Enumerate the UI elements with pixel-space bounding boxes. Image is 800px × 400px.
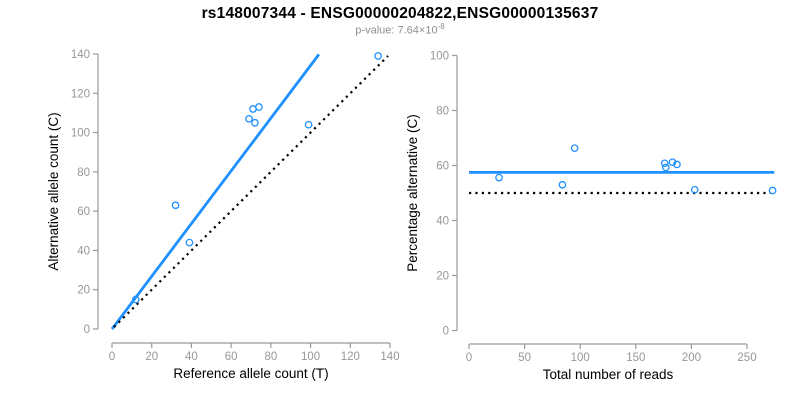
percentage-vs-coverage-scatter-point [668,158,677,167]
allele-counts-scatter-y-tick-label: 100 [71,128,90,140]
allele-counts-scatter-x-tick-label: 0 [109,351,115,363]
allele-counts-scatter-y-axis-title: Alternative allele count (C) [46,112,61,270]
pvalue-exponent: -8 [437,22,445,31]
allele-counts-scatter-x-tick-label: 80 [264,351,277,363]
allele-counts-scatter-x-tick-label: 100 [301,351,320,363]
allele-counts-scatter-x-tick-label: 120 [341,351,360,363]
allele-counts-scatter-point [171,201,180,210]
percentage-vs-coverage-scatter-point [661,163,670,172]
allele-counts-scatter-x-tick-label: 140 [380,351,399,363]
fitted-ratio-line [110,53,321,330]
allele-counts-scatter-y-tick-label: 120 [71,88,90,100]
percentage-vs-coverage-scatter-y-tick-label: 60 [436,161,449,173]
allele-counts-scatter-point [131,295,140,304]
percentage-vs-coverage-scatter-point [690,185,699,194]
allele-counts-scatter-point [245,114,253,123]
allele-counts-scatter-y-tick-label: 140 [71,49,90,61]
allele-counts-scatter-y-tick-label: 60 [77,206,90,218]
allele-counts-scatter-y-tick-label: 20 [77,285,90,297]
allele-counts-scatter-point [255,103,263,111]
allele-counts-scatter-y-tick-label: 40 [77,245,90,257]
allele-counts-scatter-y-tick-label: 0 [84,324,90,336]
allele-counts-scatter-point [251,118,259,127]
percentage-vs-coverage-scatter-x-tick-label: 100 [571,352,590,364]
percentage-vs-coverage-scatter-y-tick-label: 20 [436,271,449,283]
percentage-vs-coverage-scatter-x-tick-label: 200 [682,352,701,364]
allele-counts-scatter-point [304,120,313,129]
pvalue-text: p-value: 7.64×10 [355,24,438,37]
allele-counts-scatter-point [374,52,382,60]
allele-counts-scatter: 0 20 40 60 80 100 120 140 0 20 40 60 80 100 120 140 Refe… [46,49,400,381]
percentage-vs-coverage-scatter-point [558,180,567,189]
percentage-vs-coverage-scatter-x-tick-label: 150 [626,352,645,364]
percentage-vs-coverage-scatter-x-axis-title: Total number of reads [543,367,674,382]
percentage-vs-coverage-scatter-y-tick-label: 100 [430,51,449,63]
percentage-vs-coverage-scatter-point [495,173,503,182]
allele-counts-scatter-x-tick-label: 20 [145,351,158,363]
percentage-vs-coverage-scatter-y-tick-label: 40 [436,216,449,228]
percentage-vs-coverage-scatter-x-tick-label: 250 [737,352,756,364]
percentage-vs-coverage-scatter-y-axis-title: Percentage alternative (C) [405,114,420,272]
identity-line [113,55,389,328]
percentage-vs-coverage-scatter-point [570,144,579,153]
allele-counts-scatter-x-tick-label: 40 [185,351,198,363]
percentage-vs-coverage-scatter-y-tick-label: 80 [436,106,449,118]
percentage-vs-coverage-scatter: 0 20 40 60 80 100 0 50 100 150 200 250 Total number … [405,51,777,382]
percentage-vs-coverage-scatter-x-tick-label: 0 [466,352,472,364]
figure-title: rs148007344 - ENSG00000204822,ENSG000001… [201,5,599,22]
figure-subtitle: p-value: 7.64×10-8 [0,22,800,37]
allele-counts-scatter-x-axis-title: Reference allele count (T) [173,366,328,381]
percentage-vs-coverage-scatter-point [660,159,669,168]
allele-counts-scatter-point [185,238,194,247]
percentage-vs-coverage-scatter-point [768,186,777,195]
allele-counts-scatter-x-tick-label: 60 [225,351,238,363]
percentage-vs-coverage-scatter-y-tick-label: 0 [443,326,449,338]
percentage-vs-coverage-scatter-x-tick-label: 50 [518,352,531,364]
percentage-vs-coverage-scatter-point [673,160,681,169]
allele-counts-scatter-y-tick-label: 80 [77,167,90,179]
